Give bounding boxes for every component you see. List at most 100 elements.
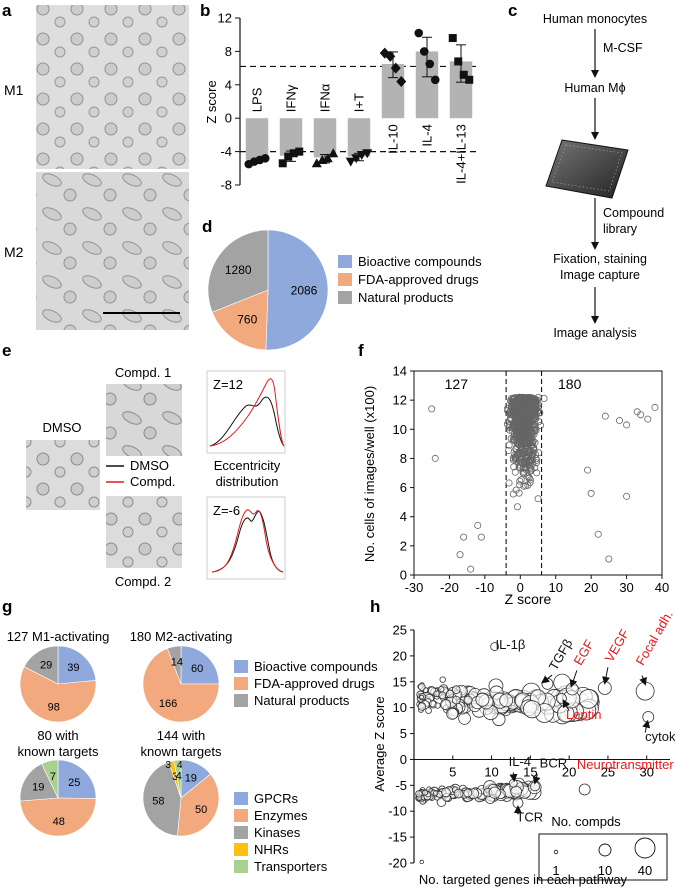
panel-label-g: g [2,597,12,616]
b-data-point [328,148,339,158]
pie-slice [19,797,97,837]
h-bubble [597,681,612,695]
f-x-tick-label: 30 [619,580,633,595]
h-bubble [555,692,567,704]
pie-slice [211,289,269,351]
pie-slice [142,761,182,837]
f-data-point [512,454,520,462]
pie-slice [142,648,220,723]
f-data-point [526,479,534,487]
f-data-point [515,489,523,497]
b-data-point [284,152,293,161]
pie-slice-label: 1280 [225,263,252,277]
h-size-legend-40: 40 [638,863,652,878]
h-y-tick-label: -20 [388,856,407,871]
chart-h: 25 20 15 10 5 0 -5 -10 -15 -20 5 10 15 20 25 30 IL-1β TG… [372,608,675,887]
h-bubble [458,712,471,725]
pie-slice-label: 58 [152,796,164,808]
panel-a: M1 M2 [4,5,189,330]
h-annotation-arrow [541,674,553,684]
b-y-tick-label: 0 [225,111,232,126]
g-pie-4: 19 50 58 34 [142,759,220,837]
g-pie2-title: 180 M2-activating [130,629,233,644]
g-pie3-title-2: known targets [18,744,99,759]
b-bar [381,63,405,119]
f-y-tick-label: 2 [400,538,407,553]
f-data-point [584,466,592,474]
dist-top: Z=12 [206,370,286,454]
f-data-point [509,454,517,462]
f-data-point [637,411,645,419]
g-legend-source: Bioactive compounds FDA-approved drugs Nat… [234,659,378,708]
f-data-point [524,448,532,456]
h-bubble [434,702,441,709]
f-data-point [515,441,523,449]
pie-slice-label: 29 [40,660,52,672]
f-data-point [587,489,595,497]
g-pie-1: 39 98 29 [19,645,97,723]
b-data-point [356,150,367,160]
h-bubble [541,677,554,690]
f-plot-frame [413,370,663,576]
h-annotation: IL-4 [509,754,531,769]
panel-e: DMSO Compd. 1 Compd. 2 DMSO Compd. Z=12 … [26,365,286,589]
b-bar [313,118,337,158]
h-bubble [453,788,464,799]
b-data-point [362,149,373,159]
b-data-point [396,75,407,87]
m2-label: M2 [4,244,24,260]
b-data-point [459,70,468,79]
b-bar [347,118,371,157]
chart-b: 12 8 4 0 -4 -8 LPS IFNγ IFNα I+T IL-10 IL-4 IL-4+IL… [204,11,478,193]
pie-slice-label: 19 [32,782,44,794]
chart-g: 127 M1-activating 180 M2-activating 80 w… [7,629,378,874]
h-annotation-arrow [639,675,647,686]
arrow-label-library: library [603,222,638,236]
h-annotation-arrow [569,670,578,688]
f-data-point [534,495,542,503]
h-y-tick-label: 0 [400,752,407,767]
panel-label-b: b [200,1,210,20]
b-data-point [260,153,270,163]
h-annotation: TCR [516,810,543,825]
e-legend-dmso: DMSO [130,458,169,473]
g-legend-swatch [234,660,248,673]
g-pies: 39 98 29 60 166 14 25 48 19 7 19 50 58 343 4 [19,645,220,837]
f-data-point [505,479,513,487]
b-data-point [419,47,429,56]
h-x-tick-label: 5 [449,764,456,779]
h-bubble [499,693,514,708]
f-data-point [513,503,521,511]
b-data-point [345,157,356,167]
g-legend-swatch [234,809,248,822]
f-data-point [516,420,524,428]
h-bubble [523,700,542,719]
f-data-point [517,450,525,458]
f-data-point [512,427,520,435]
b-category-label: IL-4 [420,124,435,146]
pie-slice [57,645,97,685]
h-bubble [438,691,447,700]
pie-slice-label: 760 [237,312,257,326]
pie-slice-label: 166 [159,698,177,710]
b-category-label: LPS [250,87,265,112]
h-bubble [510,785,523,798]
h-annotation: BCR [540,756,567,771]
f-data-point [530,428,538,436]
f-right-count: 180 [558,376,582,392]
pie-slice-label: 2086 [291,284,318,298]
g-pie4-title-2: known targets [141,744,222,759]
panel-label-a: a [2,1,12,20]
d-legend-label: Bioactive compounds [358,254,482,269]
f-y-tick-label: 4 [400,509,407,524]
panel-label-d: d [202,217,212,236]
pie-slice-label: 3 [172,771,178,783]
f-x-tick-label: 10 [548,580,562,595]
d-pie: 2086 760 1280 [207,229,329,351]
f-data-point [524,472,532,480]
pie-slice [207,229,269,313]
pie-slice [23,645,59,685]
h-bubble [452,695,461,705]
h-bubble [642,711,655,723]
g-legend-label: Kinases [254,825,301,840]
